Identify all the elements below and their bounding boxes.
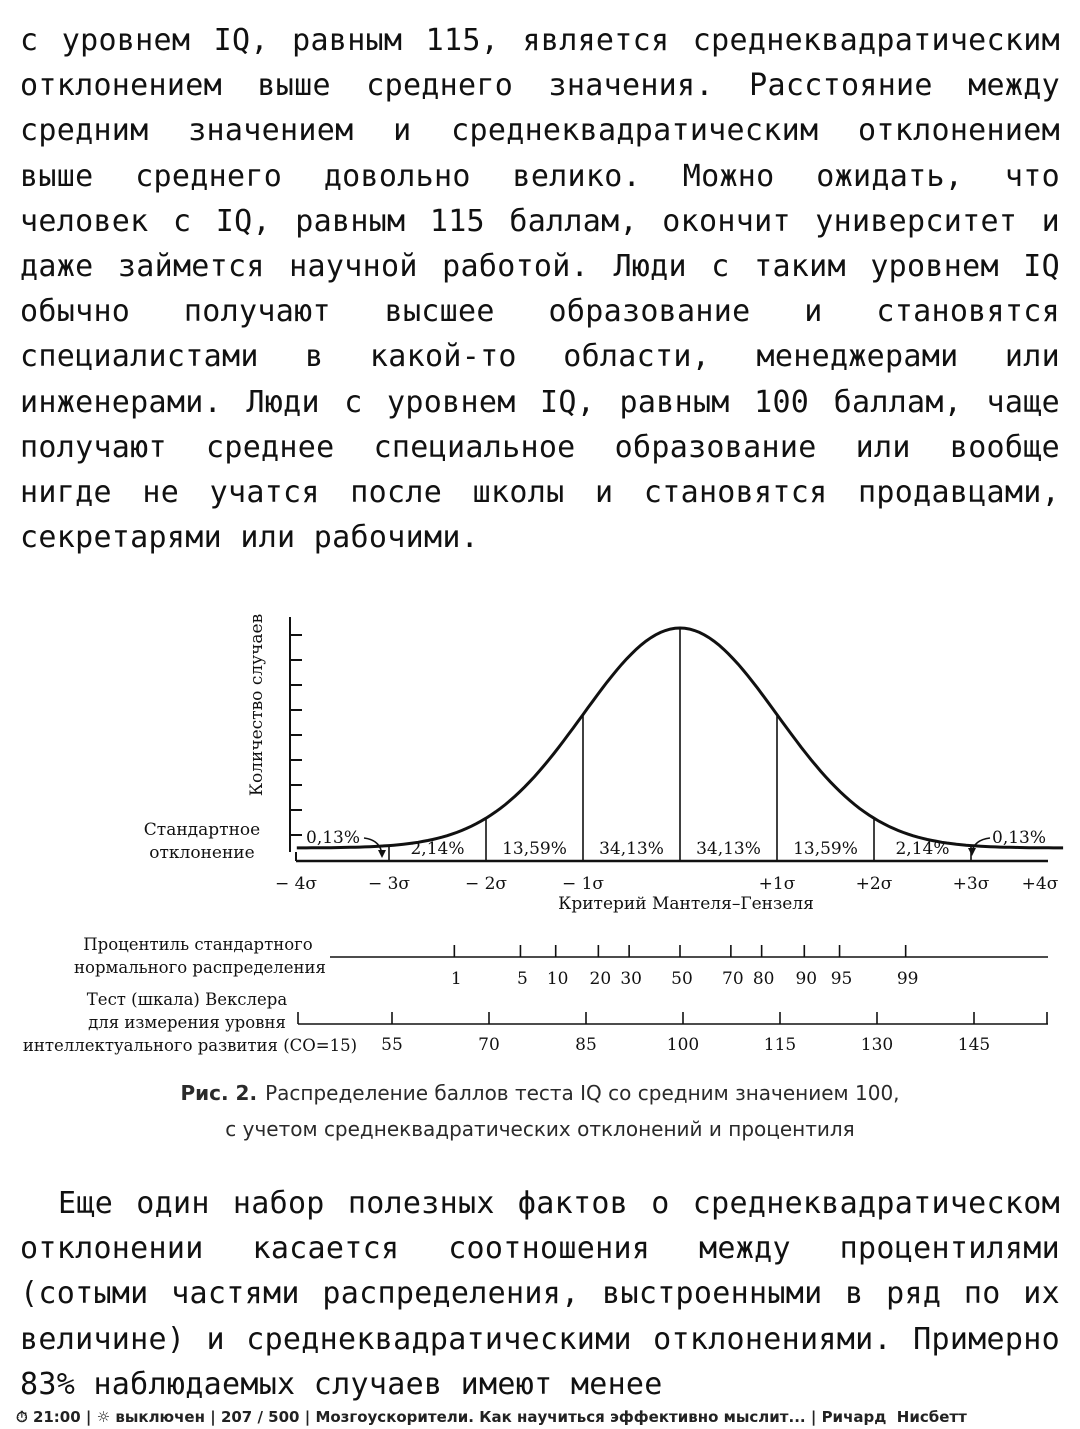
y-axis-label: Количество случаев	[247, 614, 267, 796]
band-percent-label: 34,13%	[599, 839, 664, 859]
wechsler-tick-label: 85	[575, 1035, 597, 1055]
wechsler-ticks: 55 70 85 100 115 130 145	[381, 1012, 990, 1055]
status-book-title: Мозгоускорители. Как научиться эффективн…	[315, 1408, 806, 1426]
tail-left-arrowhead	[378, 850, 386, 858]
wechsler-tick-label: 100	[667, 1035, 699, 1055]
sigma-tick-label: +1σ	[759, 874, 796, 894]
tail-right-arrowhead	[968, 848, 976, 856]
sigma-tick-label: − 3σ	[368, 874, 410, 894]
status-separator: |	[304, 1408, 311, 1426]
band-percent-label: 2,14%	[895, 839, 949, 859]
percentile-label-line1: Процентиль стандартного	[83, 935, 313, 954]
percentile-label-line2: нормального распределения	[74, 958, 326, 977]
band-percent-labels: 2,14% 13,59% 34,13% 34,13% 13,59% 2,14%	[410, 839, 949, 859]
band-percent-label: 34,13%	[696, 839, 761, 859]
wechsler-label-line2: для измерения уровня	[88, 1013, 286, 1032]
sd-label-line1: Стандартное	[144, 820, 260, 840]
wechsler-tick-label: 70	[478, 1035, 500, 1055]
band-percent-label: 2,14%	[410, 839, 464, 859]
body-paragraph-top: с уровнем IQ, равным 115, является средн…	[20, 23, 1060, 556]
status-time: 21:00	[32, 1408, 81, 1426]
wechsler-label-line3: интеллектуального развития (СО=15)	[23, 1036, 357, 1055]
percentile-tick-label: 95	[831, 969, 853, 989]
figure-caption-text1: Распределение баллов теста IQ со средним…	[265, 1081, 899, 1105]
status-separator: |	[810, 1408, 817, 1426]
percentile-tick-label: 30	[620, 969, 642, 989]
sd-label-line2: отклонение	[149, 843, 254, 863]
status-pages: 207 / 500	[220, 1408, 300, 1426]
status-author: Ричард Нисбетт	[821, 1408, 967, 1426]
y-axis	[289, 617, 302, 852]
percentile-tick-label: 70	[722, 969, 744, 989]
x-axis-label: Критерий Мантеля–Гензеля	[558, 894, 814, 914]
status-separator: |	[210, 1408, 216, 1426]
band-percent-label: 13,59%	[793, 839, 858, 859]
percentile-tick-label: 50	[671, 969, 693, 989]
percentile-ticks: 1 5 10 20 30 50 70 80 90 95 99	[451, 945, 919, 989]
percentile-tick-label: 99	[897, 969, 919, 989]
figure-caption-line1: Рис. 2. Распределение баллов теста IQ со …	[180, 1081, 899, 1105]
sigma-tick-label: − 4σ	[275, 874, 317, 894]
sigma-tick-label: +3σ	[953, 874, 990, 894]
sigma-labels: − 4σ − 3σ − 2σ − 1σ +1σ +2σ +3σ +4σ	[275, 874, 1059, 894]
wechsler-tick-label: 55	[381, 1035, 403, 1055]
normal-curve-group	[296, 626, 1064, 860]
percentile-tick-label: 80	[753, 969, 775, 989]
body-paragraph-bottom: Еще один набор полезных фактов о среднек…	[20, 1186, 1060, 1402]
percentile-tick-label: 5	[517, 969, 528, 989]
band-percent-label: 13,59%	[502, 839, 567, 859]
figure-caption-line2: с учетом среднеквадратических отклонений…	[225, 1117, 854, 1141]
percentile-tick-label: 90	[795, 969, 817, 989]
status-light-state: выключен	[115, 1408, 205, 1426]
tail-right-label: 0,13%	[992, 828, 1046, 848]
sigma-tick-label: − 1σ	[562, 874, 604, 894]
wechsler-tick-label: 145	[958, 1035, 990, 1055]
clock-icon: ⏱	[16, 1408, 28, 1426]
wechsler-tick-label: 130	[861, 1035, 893, 1055]
reader-status-bar: ⏱ 21:00 | ☼ выключен | 207 / 500 | Мозго…	[0, 1406, 1080, 1429]
percentile-tick-label: 10	[547, 969, 569, 989]
wechsler-label-line1: Тест (шкала) Векслера	[87, 990, 288, 1009]
sun-icon: ☼	[96, 1408, 111, 1426]
percentile-tick-label: 1	[451, 969, 462, 989]
status-separator: |	[85, 1408, 92, 1426]
wechsler-tick-label: 115	[764, 1035, 796, 1055]
sigma-tick-label: +2σ	[856, 874, 893, 894]
iq-distribution-figure: Количество случаев Стандартное отклонени…	[23, 614, 1064, 1141]
sigma-tick-label: +4σ	[1022, 874, 1059, 894]
percentile-tick-label: 20	[590, 969, 612, 989]
sigma-tick-label: − 2σ	[465, 874, 507, 894]
tail-left-label: 0,13%	[306, 828, 360, 848]
figure-caption-prefix: Рис. 2.	[180, 1081, 257, 1105]
